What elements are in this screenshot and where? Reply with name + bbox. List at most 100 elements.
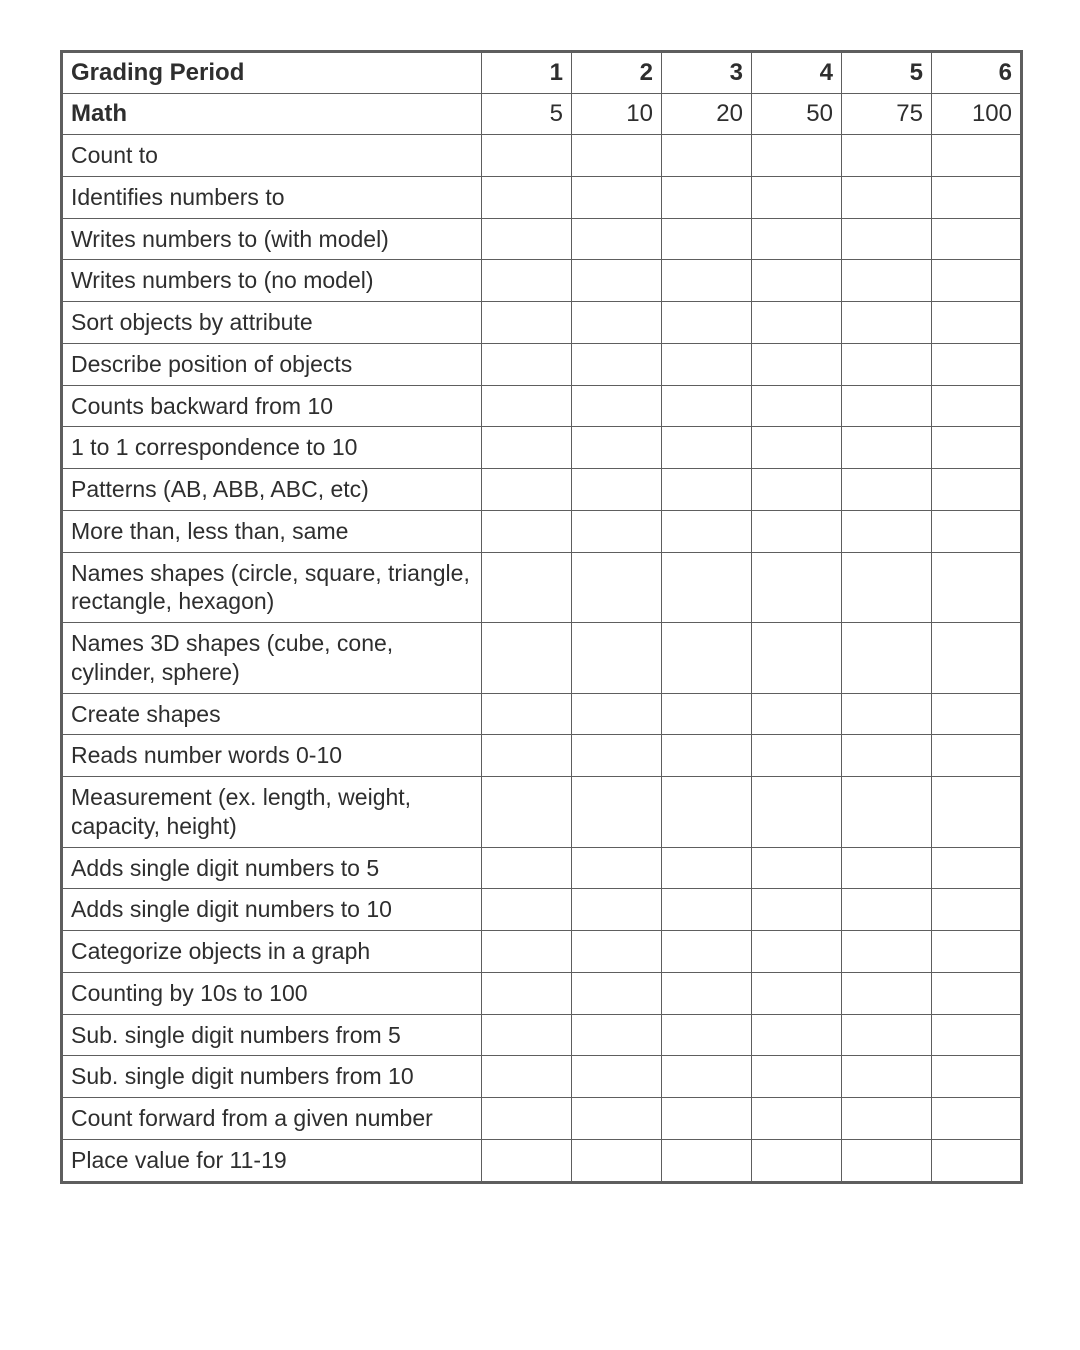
grade-cell[interactable] bbox=[932, 1014, 1022, 1056]
grade-cell[interactable] bbox=[482, 735, 572, 777]
grade-cell[interactable] bbox=[932, 302, 1022, 344]
grade-cell[interactable] bbox=[662, 1014, 752, 1056]
grade-cell[interactable] bbox=[482, 427, 572, 469]
grade-cell[interactable] bbox=[932, 343, 1022, 385]
grade-cell[interactable] bbox=[842, 260, 932, 302]
grade-cell[interactable] bbox=[662, 889, 752, 931]
grade-cell[interactable] bbox=[842, 777, 932, 848]
grade-cell[interactable] bbox=[752, 1014, 842, 1056]
grade-cell[interactable] bbox=[662, 260, 752, 302]
grade-cell[interactable] bbox=[662, 510, 752, 552]
grade-cell[interactable] bbox=[662, 1098, 752, 1140]
grade-cell[interactable] bbox=[572, 847, 662, 889]
grade-cell[interactable] bbox=[662, 972, 752, 1014]
grade-cell[interactable] bbox=[752, 469, 842, 511]
grade-cell[interactable] bbox=[482, 1056, 572, 1098]
grade-cell[interactable] bbox=[842, 931, 932, 973]
grade-cell[interactable] bbox=[932, 847, 1022, 889]
grade-cell[interactable] bbox=[662, 735, 752, 777]
grade-cell[interactable] bbox=[482, 693, 572, 735]
grade-cell[interactable] bbox=[572, 552, 662, 623]
grade-cell[interactable] bbox=[572, 1098, 662, 1140]
grade-cell[interactable] bbox=[932, 693, 1022, 735]
grade-cell[interactable] bbox=[482, 343, 572, 385]
grade-cell[interactable] bbox=[662, 302, 752, 344]
grade-cell[interactable] bbox=[482, 1139, 572, 1182]
grade-cell[interactable] bbox=[842, 302, 932, 344]
grade-cell[interactable] bbox=[572, 260, 662, 302]
grade-cell[interactable] bbox=[932, 1139, 1022, 1182]
grade-cell[interactable] bbox=[482, 552, 572, 623]
grade-cell[interactable] bbox=[752, 427, 842, 469]
grade-cell[interactable] bbox=[842, 1056, 932, 1098]
grade-cell[interactable] bbox=[842, 1098, 932, 1140]
grade-cell[interactable] bbox=[932, 777, 1022, 848]
grade-cell[interactable] bbox=[752, 931, 842, 973]
grade-cell[interactable] bbox=[752, 1139, 842, 1182]
grade-cell[interactable] bbox=[662, 343, 752, 385]
grade-cell[interactable] bbox=[932, 623, 1022, 694]
grade-cell[interactable] bbox=[752, 972, 842, 1014]
grade-cell[interactable] bbox=[662, 777, 752, 848]
grade-cell[interactable] bbox=[482, 135, 572, 177]
grade-cell[interactable] bbox=[662, 385, 752, 427]
grade-cell[interactable] bbox=[572, 931, 662, 973]
grade-cell[interactable] bbox=[572, 972, 662, 1014]
grade-cell[interactable] bbox=[572, 176, 662, 218]
grade-cell[interactable] bbox=[842, 343, 932, 385]
grade-cell[interactable] bbox=[752, 693, 842, 735]
grade-cell[interactable] bbox=[752, 218, 842, 260]
grade-cell[interactable] bbox=[662, 552, 752, 623]
grade-cell[interactable] bbox=[572, 510, 662, 552]
grade-cell[interactable] bbox=[662, 135, 752, 177]
grade-cell[interactable] bbox=[842, 623, 932, 694]
grade-cell[interactable] bbox=[752, 385, 842, 427]
grade-cell[interactable] bbox=[752, 1098, 842, 1140]
grade-cell[interactable] bbox=[842, 469, 932, 511]
grade-cell[interactable] bbox=[482, 260, 572, 302]
grade-cell[interactable] bbox=[752, 260, 842, 302]
grade-cell[interactable] bbox=[932, 385, 1022, 427]
grade-cell[interactable] bbox=[842, 427, 932, 469]
grade-cell[interactable] bbox=[932, 469, 1022, 511]
grade-cell[interactable] bbox=[752, 510, 842, 552]
grade-cell[interactable] bbox=[752, 623, 842, 694]
grade-cell[interactable] bbox=[932, 889, 1022, 931]
grade-cell[interactable] bbox=[932, 552, 1022, 623]
grade-cell[interactable] bbox=[572, 218, 662, 260]
grade-cell[interactable] bbox=[662, 427, 752, 469]
grade-cell[interactable] bbox=[842, 847, 932, 889]
grade-cell[interactable] bbox=[662, 1139, 752, 1182]
grade-cell[interactable] bbox=[842, 218, 932, 260]
grade-cell[interactable] bbox=[752, 135, 842, 177]
grade-cell[interactable] bbox=[752, 777, 842, 848]
grade-cell[interactable] bbox=[662, 623, 752, 694]
grade-cell[interactable] bbox=[842, 1139, 932, 1182]
grade-cell[interactable] bbox=[752, 1056, 842, 1098]
grade-cell[interactable] bbox=[932, 1056, 1022, 1098]
grade-cell[interactable] bbox=[572, 777, 662, 848]
grade-cell[interactable] bbox=[482, 1098, 572, 1140]
grade-cell[interactable] bbox=[932, 427, 1022, 469]
grade-cell[interactable] bbox=[662, 693, 752, 735]
grade-cell[interactable] bbox=[932, 260, 1022, 302]
grade-cell[interactable] bbox=[482, 176, 572, 218]
grade-cell[interactable] bbox=[482, 847, 572, 889]
grade-cell[interactable] bbox=[572, 385, 662, 427]
grade-cell[interactable] bbox=[842, 385, 932, 427]
grade-cell[interactable] bbox=[752, 176, 842, 218]
grade-cell[interactable] bbox=[752, 847, 842, 889]
grade-cell[interactable] bbox=[572, 427, 662, 469]
grade-cell[interactable] bbox=[572, 1139, 662, 1182]
grade-cell[interactable] bbox=[752, 302, 842, 344]
grade-cell[interactable] bbox=[662, 469, 752, 511]
grade-cell[interactable] bbox=[572, 302, 662, 344]
grade-cell[interactable] bbox=[932, 972, 1022, 1014]
grade-cell[interactable] bbox=[842, 1014, 932, 1056]
grade-cell[interactable] bbox=[482, 510, 572, 552]
grade-cell[interactable] bbox=[932, 1098, 1022, 1140]
grade-cell[interactable] bbox=[752, 889, 842, 931]
grade-cell[interactable] bbox=[482, 623, 572, 694]
grade-cell[interactable] bbox=[662, 176, 752, 218]
grade-cell[interactable] bbox=[752, 343, 842, 385]
